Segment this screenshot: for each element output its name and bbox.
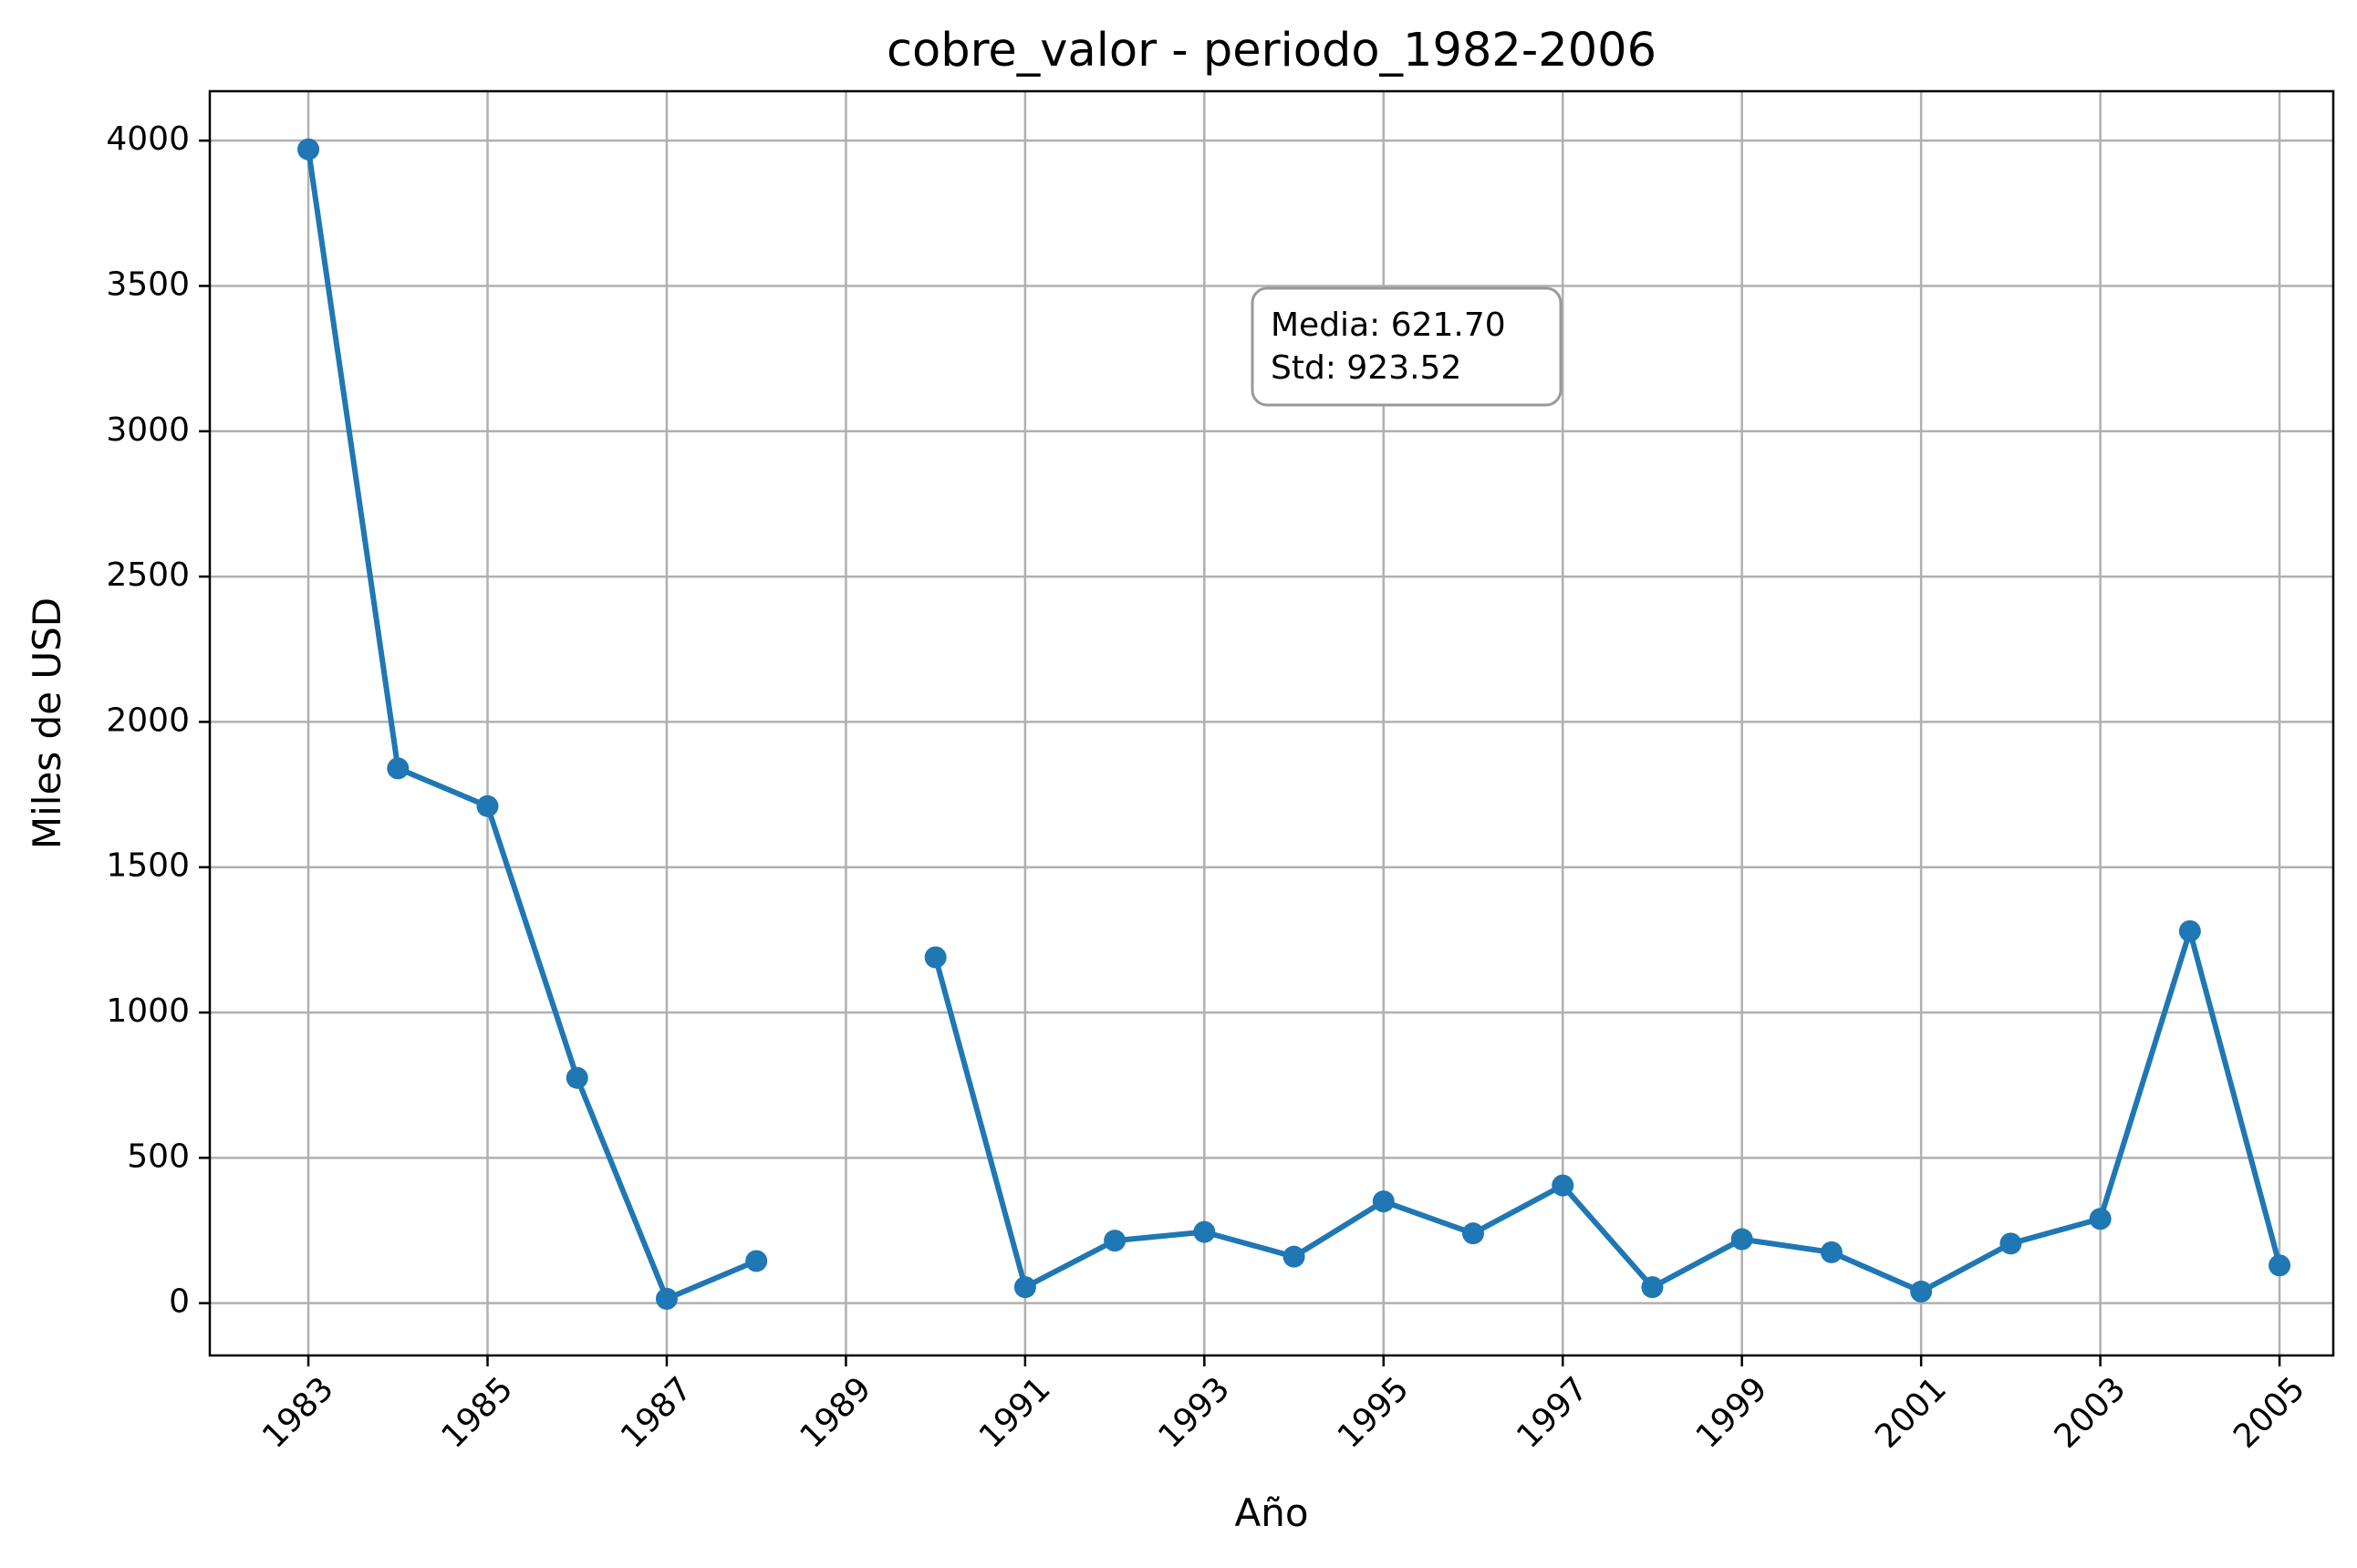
data-point [476,794,499,817]
y-tick-label: 1000 [106,992,190,1030]
data-point [387,757,410,780]
y-tick-label: 2000 [106,701,190,739]
data-point [1820,1241,1843,1263]
data-point [655,1287,678,1310]
x-tick-label: 1983 [255,1370,341,1456]
data-point [1910,1280,1933,1303]
stats-annotation: Media: 621.70 Std: 923.52 [1251,286,1563,407]
data-point [2178,919,2201,942]
data-point [1282,1245,1305,1268]
data-point [1641,1276,1664,1299]
grid [210,91,2333,1355]
y-tick-label: 500 [127,1137,190,1175]
x-tick-label: 1997 [1510,1370,1595,1456]
data-point [745,1250,768,1272]
data-point [566,1066,588,1089]
chart-title: cobre_valor - periodo_1982-2006 [887,24,1656,78]
x-tick-label: 2001 [1868,1370,1954,1456]
y-tick-label: 2500 [106,556,190,594]
series-line-segment [932,928,2283,1294]
data-point [1104,1230,1127,1252]
x-tick-label: 1993 [1151,1370,1237,1456]
y-tick-label: 0 [169,1283,190,1321]
x-tick-label: 2005 [2227,1370,2312,1456]
y-tick-label: 3000 [106,411,190,449]
stats-std-text: Std: 923.52 [1271,349,1461,387]
data-point [1013,1276,1036,1299]
series-line-segment [306,146,760,1302]
x-tick-label: 1987 [614,1370,700,1456]
x-tick-label: 1995 [1331,1370,1417,1456]
series [297,138,2291,1310]
x-axis-label: Año [1234,1490,1308,1535]
x-tick-label: 1999 [1689,1370,1775,1456]
data-point [924,946,947,969]
stats-mean-text: Media: 621.70 [1271,306,1506,344]
data-point [1552,1174,1574,1197]
axis-ticks: 1983 1985 1987 1989 1991 1993 1995 1997 1999 2001… [106,120,2312,1456]
data-point [1999,1232,2022,1255]
data-point [297,138,320,161]
y-tick-label: 1500 [106,847,190,885]
data-point [1730,1228,1753,1251]
y-tick-label: 3500 [106,265,190,303]
x-tick-label: 1989 [793,1370,878,1456]
y-axis-label: Miles de USD [25,597,69,849]
y-tick-label: 4000 [106,120,190,158]
data-point [2269,1254,2291,1277]
data-point [2089,1208,2112,1231]
x-tick-label: 2003 [2048,1370,2134,1456]
data-point [1193,1220,1216,1243]
data-point [1462,1222,1485,1245]
data-point [1372,1190,1395,1213]
stats-box [1251,286,1563,407]
x-tick-label: 1991 [972,1370,1058,1456]
plot-frame [208,89,2335,1357]
x-tick-label: 1985 [435,1370,521,1456]
